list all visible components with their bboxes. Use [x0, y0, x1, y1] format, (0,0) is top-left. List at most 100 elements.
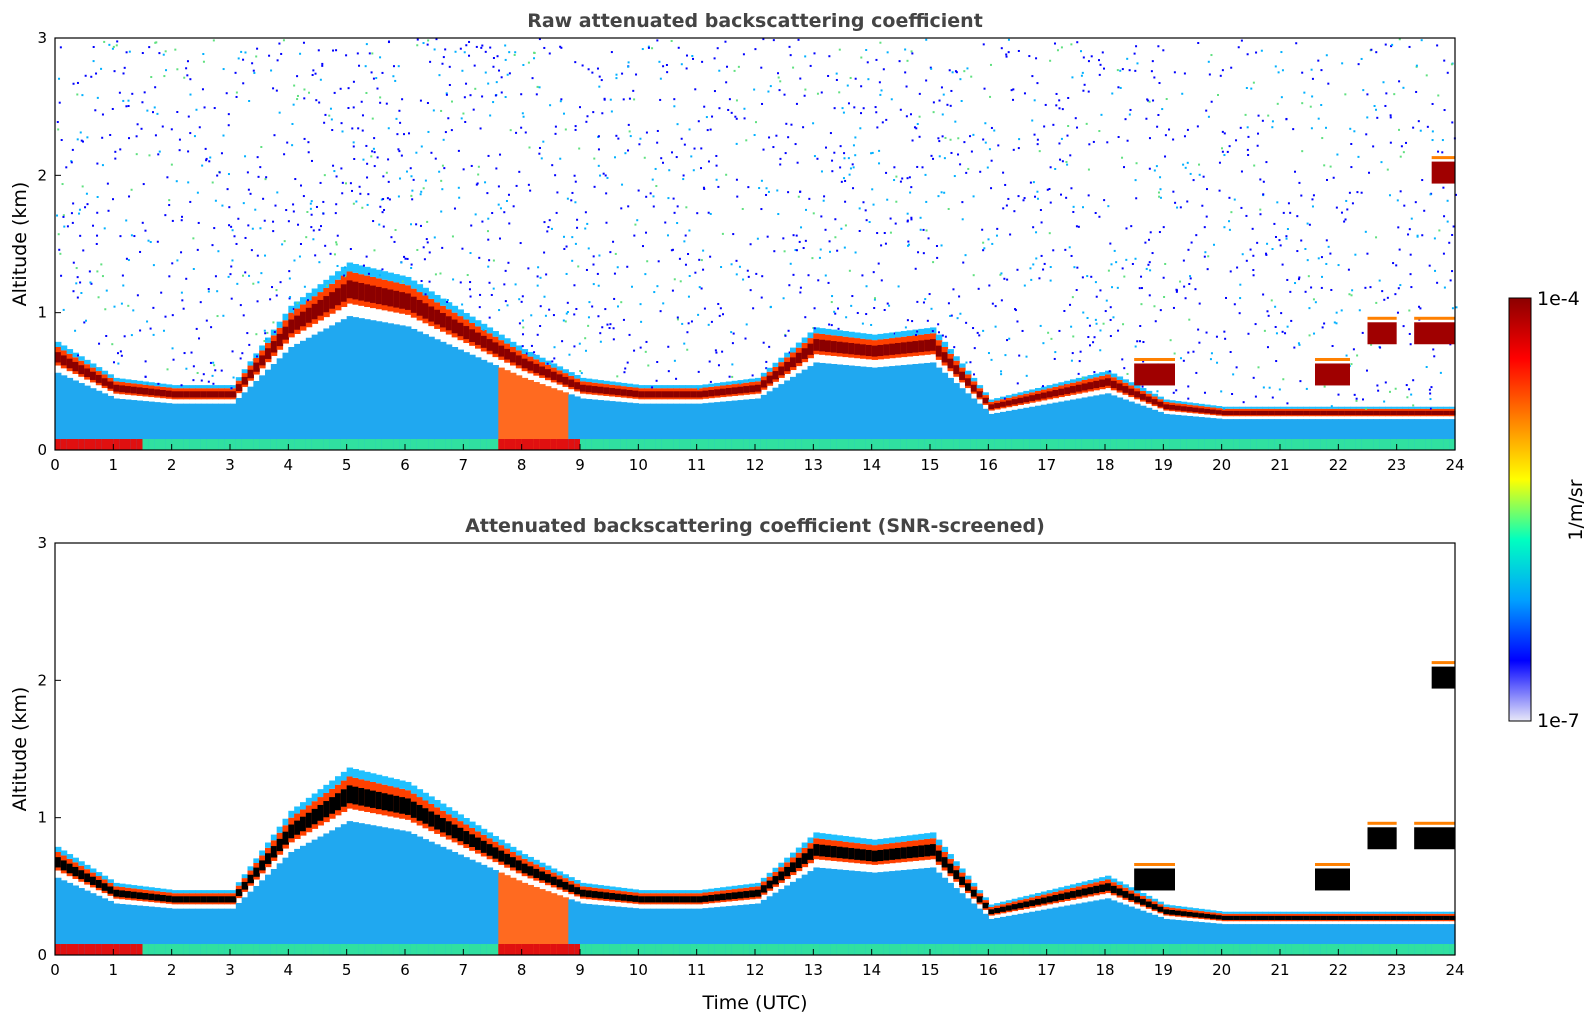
- noise-pixel: [446, 299, 449, 302]
- heatmap-cell: [305, 842, 313, 955]
- noise-pixel: [789, 54, 792, 57]
- noise-pixel: [1113, 249, 1116, 252]
- noise-pixel: [745, 139, 748, 142]
- heatmap-cell: [154, 944, 161, 955]
- noise-pixel: [508, 222, 511, 225]
- noise-pixel: [816, 92, 819, 95]
- noise-pixel: [944, 335, 947, 338]
- heatmap-cell: [1379, 410, 1386, 415]
- heatmap-cell: [807, 837, 814, 844]
- noise-pixel: [1285, 235, 1288, 238]
- noise-pixel: [111, 47, 114, 50]
- noise-pixel: [149, 327, 152, 330]
- heatmap-cell: [854, 848, 861, 860]
- noise-pixel: [157, 153, 160, 156]
- heatmap-cell: [550, 363, 558, 368]
- heatmap-cell: [259, 355, 266, 366]
- heatmap-cell: [177, 908, 184, 955]
- noise-pixel: [101, 113, 104, 116]
- noise-pixel: [183, 352, 186, 355]
- noise-pixel: [859, 127, 862, 130]
- noise-pixel: [441, 246, 444, 249]
- noise-pixel: [128, 195, 131, 198]
- heatmap-cell: [1070, 386, 1077, 393]
- heatmap-cell: [294, 848, 301, 955]
- noise-pixel: [907, 244, 910, 247]
- noise-pixel: [241, 274, 244, 277]
- heatmap-cell: [253, 885, 260, 955]
- heatmap-cell: [55, 352, 62, 363]
- heatmap-cell: [609, 893, 616, 900]
- noise-pixel: [296, 75, 299, 78]
- noise-pixel: [1029, 181, 1032, 184]
- noise-pixel: [310, 226, 313, 229]
- noise-pixel: [457, 149, 460, 152]
- heatmap-cell: [1180, 415, 1188, 450]
- heatmap-cell: [323, 801, 330, 818]
- noise-pixel: [1140, 287, 1143, 290]
- heatmap-cell: [218, 403, 225, 450]
- heatmap-cell: [265, 874, 272, 955]
- noise-pixel: [165, 69, 168, 72]
- heatmap-cell: [1157, 901, 1164, 905]
- heatmap-cell: [836, 341, 844, 354]
- heatmap-cell: [877, 944, 884, 955]
- noise-pixel: [263, 219, 266, 222]
- noise-pixel: [889, 217, 892, 220]
- heatmap-cell: [854, 366, 861, 450]
- noise-pixel: [1070, 43, 1073, 46]
- noise-pixel: [481, 44, 484, 47]
- noise-pixel: [575, 307, 578, 310]
- noise-pixel: [237, 217, 240, 220]
- heatmap-cell: [737, 944, 744, 955]
- noise-pixel: [936, 256, 939, 259]
- heatmap-cell: [130, 400, 138, 450]
- noise-pixel: [1375, 108, 1378, 111]
- heatmap-cell: [107, 886, 114, 894]
- noise-pixel: [1311, 198, 1314, 201]
- noise-pixel: [314, 72, 317, 75]
- noise-pixel: [1402, 151, 1405, 154]
- heatmap-cell: [1239, 924, 1246, 955]
- noise-pixel: [1048, 232, 1051, 235]
- heatmap-cell: [1075, 944, 1083, 955]
- heatmap-cell: [673, 896, 680, 903]
- noise-pixel: [538, 152, 541, 155]
- noise-pixel: [515, 131, 518, 134]
- heatmap-cell: [1402, 410, 1409, 415]
- heatmap-cell: [294, 944, 301, 955]
- noise-pixel: [343, 274, 346, 277]
- noise-pixel: [1004, 183, 1007, 186]
- heatmap-cell: [1046, 391, 1054, 398]
- noise-pixel: [916, 330, 919, 333]
- noise-pixel: [1210, 352, 1213, 355]
- noise-pixel: [296, 302, 299, 305]
- heatmap-cell: [1437, 410, 1444, 415]
- heatmap-cell: [1005, 395, 1013, 398]
- heatmap-cell: [1402, 911, 1409, 914]
- heatmap-cell: [591, 904, 599, 955]
- heatmap-cell: [428, 336, 435, 450]
- noise-pixel: [1394, 293, 1397, 296]
- noise-pixel: [559, 100, 562, 103]
- noise-pixel: [286, 141, 289, 144]
- noise-pixel: [63, 225, 66, 228]
- heatmap-cell: [1145, 912, 1153, 955]
- noise-pixel: [1430, 386, 1433, 389]
- noise-pixel: [673, 98, 676, 101]
- heatmap-cell: [667, 908, 674, 955]
- noise-pixel: [960, 99, 963, 102]
- heatmap-cell: [445, 807, 453, 815]
- heatmap-cell: [1355, 439, 1363, 450]
- noise-pixel: [1126, 372, 1129, 375]
- heatmap-cell: [1367, 410, 1374, 415]
- noise-pixel: [552, 314, 555, 317]
- noise-pixel: [283, 240, 286, 243]
- noise-pixel: [1138, 287, 1141, 290]
- noise-pixel: [715, 351, 718, 354]
- noise-pixel: [150, 76, 153, 79]
- noise-pixel: [842, 177, 845, 180]
- heatmap-cell: [953, 383, 960, 450]
- noise-pixel: [439, 272, 442, 275]
- noise-pixel: [256, 47, 259, 50]
